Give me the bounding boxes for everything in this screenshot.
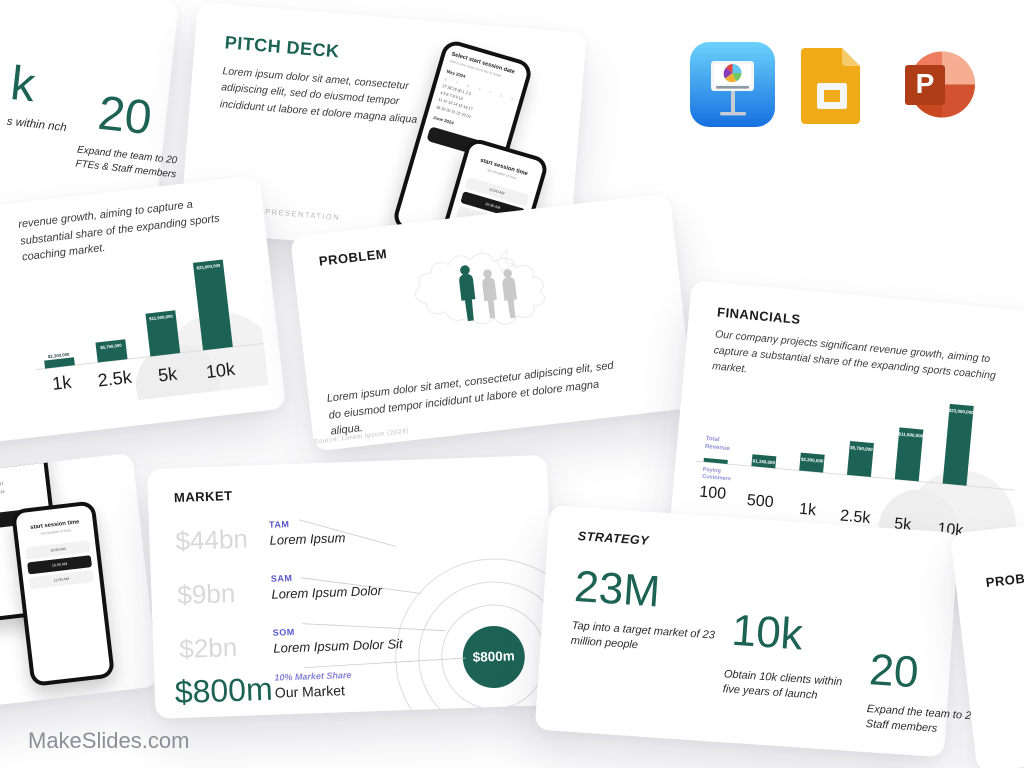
svg-text:Revenue: Revenue (705, 444, 731, 452)
svg-text:Customers: Customers (702, 474, 731, 483)
svg-text:1k: 1k (798, 501, 817, 520)
svg-text:5k: 5k (157, 363, 179, 385)
svg-text:$800m: $800m (472, 648, 515, 664)
svg-text:100: 100 (699, 484, 727, 503)
svg-text:P: P (916, 68, 935, 99)
svg-text:500: 500 (746, 492, 774, 511)
svg-text:10k: 10k (205, 359, 237, 382)
svg-text:2.5k: 2.5k (97, 367, 134, 391)
svg-text:1k: 1k (51, 372, 73, 394)
svg-text:Total: Total (705, 436, 720, 443)
